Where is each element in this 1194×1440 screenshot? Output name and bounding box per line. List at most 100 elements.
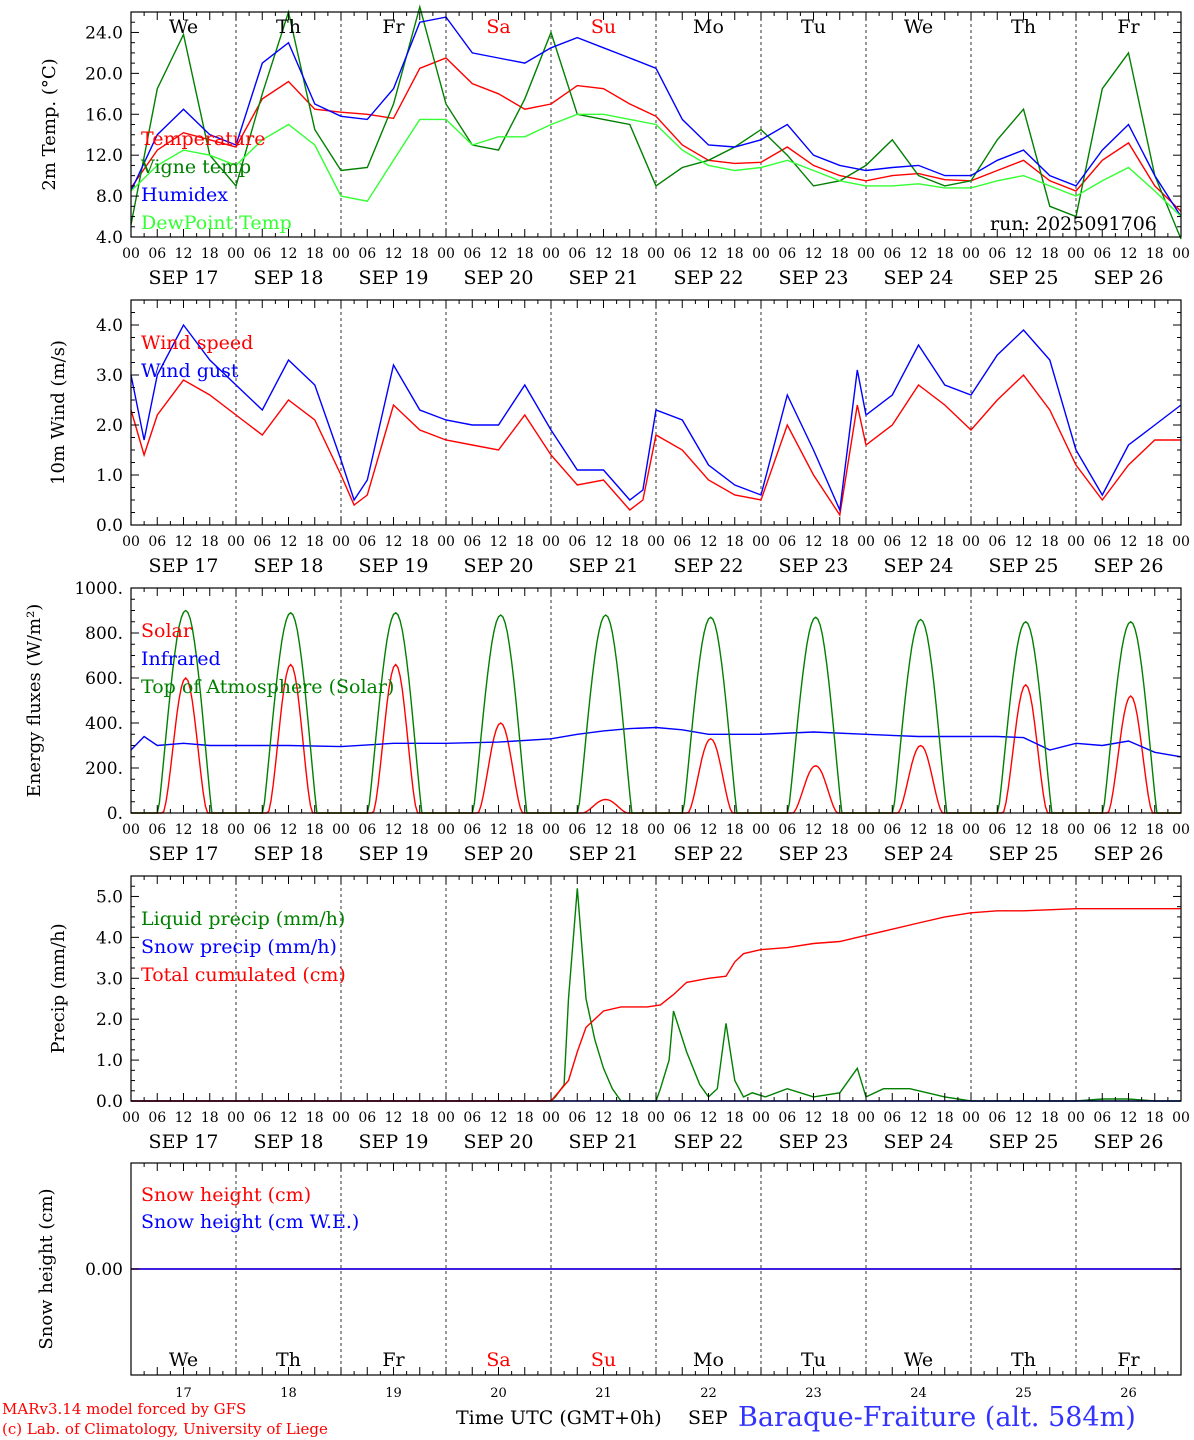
hour-tick-label: 18 bbox=[726, 534, 744, 550]
hour-tick-label: 12 bbox=[280, 246, 298, 262]
hour-tick-label: 18 bbox=[1041, 534, 1059, 550]
hour-tick-label: 00 bbox=[332, 534, 350, 550]
y-tick-label: 8.0 bbox=[96, 187, 123, 207]
hour-tick-label: 18 bbox=[516, 822, 534, 838]
hour-tick-label: 18 bbox=[1041, 246, 1059, 262]
day-number-label: 17 bbox=[175, 1386, 192, 1401]
hour-tick-label: 00 bbox=[752, 534, 770, 550]
footer-lab: (c) Lab. of Climatology, University of L… bbox=[2, 1420, 328, 1438]
hour-tick-label: 06 bbox=[148, 534, 166, 550]
hour-tick-label: 12 bbox=[1120, 1110, 1138, 1126]
hour-tick-label: 18 bbox=[516, 1110, 534, 1126]
hour-tick-label: 18 bbox=[201, 822, 219, 838]
y-axis-label: Snow height (cm) bbox=[36, 1188, 57, 1349]
hour-tick-label: 00 bbox=[542, 534, 560, 550]
hour-tick-label: 12 bbox=[700, 822, 718, 838]
hour-tick-label: 06 bbox=[778, 1110, 796, 1126]
station-label: Baraque-Fraiture (alt. 584m) bbox=[738, 1402, 1136, 1433]
hour-tick-label: 18 bbox=[201, 1110, 219, 1126]
date-label: SEP 22 bbox=[674, 267, 744, 289]
hour-tick-label: 12 bbox=[805, 246, 823, 262]
date-label: SEP 20 bbox=[464, 1131, 534, 1153]
series-line bbox=[130, 113, 1182, 218]
legend-entry: Infrared bbox=[141, 648, 221, 670]
y-axis-label: 10m Wind (m/s) bbox=[48, 340, 69, 485]
hour-tick-label: 00 bbox=[122, 534, 140, 550]
hour-tick-label: 12 bbox=[175, 822, 193, 838]
hour-tick-label: 12 bbox=[700, 246, 718, 262]
date-label: SEP 18 bbox=[254, 267, 324, 289]
day-number-label: 19 bbox=[385, 1386, 402, 1401]
hour-tick-label: 12 bbox=[805, 1110, 823, 1126]
hour-tick-label: 12 bbox=[280, 1110, 298, 1126]
y-tick-label: 400. bbox=[85, 714, 123, 734]
hour-tick-label: 00 bbox=[962, 1110, 980, 1126]
hour-tick-label: 06 bbox=[1093, 822, 1111, 838]
hour-tick-label: 12 bbox=[910, 822, 928, 838]
date-label: SEP 19 bbox=[359, 555, 429, 577]
weekday-label-bottom: Fr bbox=[382, 1349, 405, 1371]
hour-tick-label: 06 bbox=[778, 534, 796, 550]
hour-tick-label: 12 bbox=[1015, 822, 1033, 838]
meteogram-panels: 4.0 8.0 12.0 16.0 20.0 24.0 2m Temp. (°C) Tempe… bbox=[24, 4, 1190, 1401]
y-axis-label: Energy fluxes (W/m²) bbox=[24, 604, 45, 798]
hour-tick-label: 06 bbox=[988, 246, 1006, 262]
hour-tick-label: 06 bbox=[673, 534, 691, 550]
day-number-label: 20 bbox=[490, 1386, 507, 1401]
date-label: SEP 19 bbox=[359, 267, 429, 289]
hour-tick-label: 06 bbox=[988, 1110, 1006, 1126]
hour-tick-label: 12 bbox=[175, 534, 193, 550]
date-label: SEP 23 bbox=[779, 267, 849, 289]
footer-model: MARv3.14 model forced by GFS bbox=[2, 1400, 246, 1418]
day-number-label: 25 bbox=[1015, 1386, 1032, 1401]
hour-tick-label: 00 bbox=[962, 534, 980, 550]
hour-tick-label: 00 bbox=[332, 246, 350, 262]
hour-tick-label: 00 bbox=[857, 534, 875, 550]
date-label: SEP 17 bbox=[149, 1131, 219, 1153]
y-tick-label: 12.0 bbox=[85, 146, 123, 166]
hour-tick-label: 12 bbox=[490, 822, 508, 838]
hour-tick-label: 06 bbox=[988, 822, 1006, 838]
hour-tick-label: 00 bbox=[647, 246, 665, 262]
hour-tick-label: 06 bbox=[148, 1110, 166, 1126]
hour-tick-label: 12 bbox=[385, 246, 403, 262]
hour-tick-label: 00 bbox=[857, 822, 875, 838]
day-number-label: 21 bbox=[595, 1386, 612, 1401]
hour-tick-label: 00 bbox=[1172, 822, 1190, 838]
run-label: run: 2025091706 bbox=[990, 213, 1157, 235]
weekday-label-bottom: Tu bbox=[801, 1349, 826, 1371]
date-label: SEP 18 bbox=[254, 843, 324, 865]
y-tick-label: 3.0 bbox=[96, 366, 123, 386]
legend-entry: Wind speed bbox=[141, 332, 253, 354]
date-label: SEP 17 bbox=[149, 843, 219, 865]
hour-tick-label: 00 bbox=[437, 1110, 455, 1126]
y-tick-label: 2.0 bbox=[96, 1010, 123, 1030]
date-label: SEP 26 bbox=[1094, 843, 1164, 865]
legend-entry: Total cumulated (cm) bbox=[141, 964, 346, 986]
date-label: SEP 18 bbox=[254, 1131, 324, 1153]
hour-tick-label: 12 bbox=[385, 534, 403, 550]
hour-tick-label: 06 bbox=[253, 822, 271, 838]
hour-tick-label: 18 bbox=[831, 246, 849, 262]
y-tick-label: 16.0 bbox=[85, 105, 123, 125]
weekday-label-bottom: Su bbox=[591, 1349, 616, 1371]
y-tick-label: 200. bbox=[85, 759, 123, 779]
weekday-label-bottom: We bbox=[169, 1349, 198, 1371]
hour-tick-label: 12 bbox=[595, 1110, 613, 1126]
date-label: SEP 25 bbox=[989, 843, 1059, 865]
series-line bbox=[131, 908, 1181, 1102]
date-label: SEP 25 bbox=[989, 555, 1059, 577]
hour-tick-label: 12 bbox=[595, 534, 613, 550]
hour-tick-label: 12 bbox=[1120, 246, 1138, 262]
hour-tick-label: 00 bbox=[857, 246, 875, 262]
y-tick-label: 0.00 bbox=[85, 1260, 123, 1280]
month-label: SEP bbox=[688, 1407, 728, 1429]
day-number-label: 18 bbox=[280, 1386, 297, 1401]
hour-tick-label: 18 bbox=[726, 246, 744, 262]
date-label: SEP 19 bbox=[359, 843, 429, 865]
hour-tick-label: 18 bbox=[831, 534, 849, 550]
hour-tick-label: 18 bbox=[1146, 246, 1164, 262]
series-line bbox=[130, 4, 1182, 240]
date-label: SEP 21 bbox=[569, 267, 639, 289]
